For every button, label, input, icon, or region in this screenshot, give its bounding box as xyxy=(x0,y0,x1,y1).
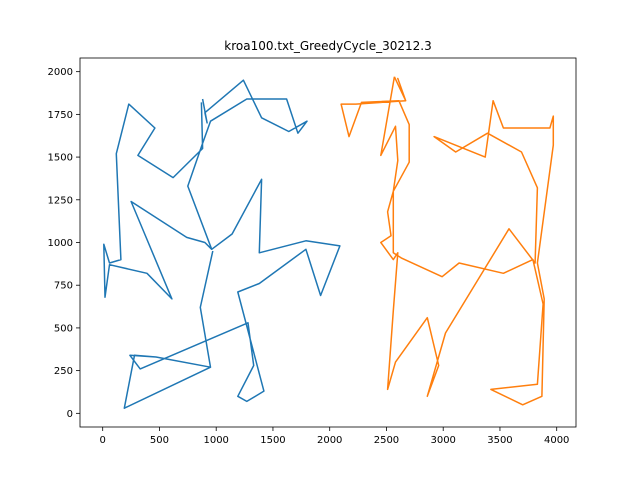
y-tick-label: 1500 xyxy=(48,153,73,164)
x-tick-label: 2000 xyxy=(317,435,342,446)
y-tick-label: 250 xyxy=(54,366,73,377)
y-tick-label: 1000 xyxy=(48,238,73,249)
x-tick-label: 3500 xyxy=(487,435,512,446)
y-tick-label: 1750 xyxy=(48,110,73,121)
y-tick-label: 2000 xyxy=(48,67,73,78)
series-line-blue xyxy=(103,79,308,300)
series-layer xyxy=(103,76,555,409)
y-tick-label: 0 xyxy=(67,409,73,420)
y-tick-label: 750 xyxy=(54,281,73,292)
x-tick-label: 3000 xyxy=(430,435,455,446)
x-tick-label: 1000 xyxy=(203,435,228,446)
x-tick-label: 1500 xyxy=(260,435,285,446)
chart-title: kroa100.txt_GreedyCycle_30212.3 xyxy=(224,39,431,53)
x-tick-label: 500 xyxy=(150,435,169,446)
x-tick-label: 2500 xyxy=(374,435,399,446)
y-tick-label: 500 xyxy=(54,323,73,334)
y-axis: 0 250 500 750 1000 1250 1500 1750 2000 xyxy=(48,67,80,420)
x-tick-label: 0 xyxy=(100,435,106,446)
x-tick-label: 4000 xyxy=(544,435,569,446)
series-line-blue xyxy=(123,178,341,409)
series-line-orange xyxy=(340,76,555,406)
y-tick-label: 1250 xyxy=(48,195,73,206)
x-axis: 0 500 1000 1500 2000 2500 3000 3500 4000 xyxy=(100,427,569,446)
